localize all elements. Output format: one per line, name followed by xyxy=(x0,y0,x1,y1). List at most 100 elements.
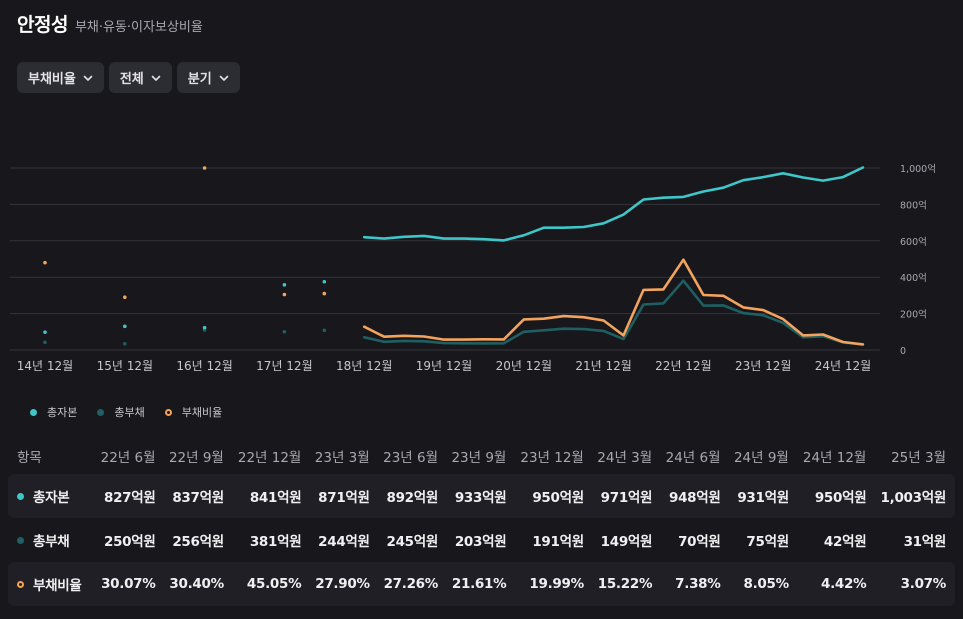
legend-label: 부채비율 xyxy=(181,406,223,419)
table-cell: 933억원 xyxy=(447,474,516,518)
x-tick-label: 19년 12월 xyxy=(416,359,472,373)
y-tick-label: 200억 xyxy=(900,309,927,321)
range-dropdown[interactable]: 전체 xyxy=(108,62,172,93)
scatter-point-debt-ratio xyxy=(322,291,327,296)
table-header-cell: 23년 6월 xyxy=(383,449,439,466)
table-header-cell: 23년 9월 xyxy=(451,449,507,466)
chevron-down-icon xyxy=(219,75,228,81)
row-label: 부채비율 xyxy=(33,578,82,594)
table-cell: 42억원 xyxy=(823,534,867,550)
legend-item-total-equity[interactable]: 총자본 xyxy=(30,404,77,420)
series-line-total-liabilities xyxy=(362,279,865,346)
table-cell: 871억원 xyxy=(310,474,379,518)
y-tick-label: 400억 xyxy=(900,272,927,284)
table-row: 총부채 250억원 256억원 381억원 244억원 245억원 203억원 … xyxy=(8,518,955,562)
table-row: 부채비율 30.07% 30.40% 45.05% 27.90% 27.26% … xyxy=(8,562,955,606)
table-cell: 245억원 xyxy=(386,534,439,550)
row-label: 총부채 xyxy=(33,534,70,550)
table-header-cell: 24년 6월 xyxy=(665,449,721,466)
table-cell: 827억원 xyxy=(96,474,165,518)
legend-label: 총부채 xyxy=(114,406,145,419)
series-line-total-equity xyxy=(362,166,865,242)
range-dropdown-label: 전체 xyxy=(119,72,144,87)
table-header-cell: 25년 3월 xyxy=(891,449,946,466)
table-cell: 931억원 xyxy=(729,474,798,518)
metric-dropdown[interactable]: 부채비율 xyxy=(17,62,104,93)
x-tick-label: 22년 12월 xyxy=(655,359,711,373)
table-cell: 27.26% xyxy=(378,562,448,606)
row-marker xyxy=(17,536,24,544)
scatter-point-total-liabilities xyxy=(123,342,127,346)
table-cell: 203억원 xyxy=(454,534,507,550)
chevron-down-icon xyxy=(151,75,161,81)
metric-dropdown-label: 부채비율 xyxy=(28,72,76,87)
table-cell: 45.05% xyxy=(232,562,311,606)
page-subtitle: 부채·유동·이자보상비율 xyxy=(74,20,203,35)
table-header-cell: 24년 3월 xyxy=(597,449,653,466)
scatter-point-debt-ratio xyxy=(43,260,47,265)
table-cell: 15.22% xyxy=(592,562,662,606)
scatter-point-total-equity xyxy=(282,283,287,287)
table-header-cell: 22년 12월 xyxy=(237,449,302,466)
legend-marker xyxy=(97,408,105,416)
table-cell: 950억원 xyxy=(797,474,876,518)
table-cell: 191억원 xyxy=(532,534,584,550)
x-tick-label: 16년 12월 xyxy=(176,359,232,373)
chart-legend: 총자본 총부채 부채비율 xyxy=(30,404,222,420)
legend-marker xyxy=(30,408,37,416)
table-cell: 950억원 xyxy=(515,474,593,518)
table-cell: 3.07% xyxy=(875,562,955,606)
y-tick-label: 1,000억 xyxy=(900,163,936,175)
period-dropdown-label: 분기 xyxy=(187,72,212,87)
scatter-point-debt-ratio xyxy=(123,295,127,300)
x-tick-label: 21년 12월 xyxy=(575,359,631,373)
table-cell: 971억원 xyxy=(592,474,662,518)
x-tick-label: 23년 12월 xyxy=(735,359,791,373)
table-cell: 21.61% xyxy=(447,562,516,606)
table-cell: 149억원 xyxy=(600,534,653,550)
row-label: 총자본 xyxy=(33,490,70,506)
table-header-row: 항목 22년 6월 22년 9월 22년 12월 23년 3월 23년 6월 2… xyxy=(8,437,955,474)
line-chart: 1,000억 800억 600억 400억 200억 0 14년 12월 15년 12월 16년… xyxy=(10,163,936,373)
row-label-cell: 총자본 xyxy=(8,474,97,518)
legend-marker xyxy=(164,408,172,416)
table-cell: 841억원 xyxy=(232,474,311,518)
table-header-cell: 22년 6월 xyxy=(100,449,156,466)
table-cell: 4.42% xyxy=(797,562,876,606)
table-cell: 381억원 xyxy=(249,534,302,550)
scatter-point-total-equity xyxy=(43,330,47,334)
data-table: 항목 22년 6월 22년 9월 22년 12월 23년 3월 23년 6월 2… xyxy=(8,437,955,606)
table-header-cell: 22년 9월 xyxy=(168,449,224,466)
legend-item-total-liabilities[interactable]: 총부채 xyxy=(97,404,145,420)
scatter-point-debt-ratio xyxy=(202,166,207,170)
x-tick-label: 18년 12월 xyxy=(336,359,392,373)
row-label-cell: 부채비율 xyxy=(8,562,97,606)
series-line-debt-ratio xyxy=(362,258,865,346)
table-cell: 837억원 xyxy=(164,474,233,518)
y-tick-label: 0 xyxy=(900,346,906,357)
x-tick-label: 24년 12월 xyxy=(815,359,871,373)
table-cell: 1,003억원 xyxy=(875,474,955,518)
table-cell: 8.05% xyxy=(729,562,798,606)
legend-item-debt-ratio[interactable]: 부채비율 xyxy=(164,404,223,420)
table-cell: 27.90% xyxy=(310,562,379,606)
table-cell: 7.38% xyxy=(661,562,730,606)
table-header-cell: 24년 9월 xyxy=(733,449,789,466)
page-title: 안정성 xyxy=(17,14,68,36)
chevron-down-icon xyxy=(83,75,93,81)
table-cell: 892억원 xyxy=(378,474,448,518)
scatter-point-total-liabilities xyxy=(43,340,47,345)
row-marker xyxy=(17,492,24,500)
header: 안정성 부채·유동·이자보상비율 xyxy=(17,10,203,37)
table-header-cell: 24년 12월 xyxy=(802,449,867,466)
table-cell: 244억원 xyxy=(318,534,370,550)
period-dropdown[interactable]: 분기 xyxy=(176,62,240,93)
row-marker xyxy=(17,580,24,588)
table-header-cell: 항목 xyxy=(17,449,42,466)
filter-bar: 부채비율 전체 분기 xyxy=(17,62,240,93)
x-tick-label: 17년 12월 xyxy=(256,359,312,373)
scatter-point-total-liabilities xyxy=(282,330,287,334)
table-cell: 250억원 xyxy=(103,534,156,550)
table-cell: 75억원 xyxy=(746,534,789,550)
table-cell: 256억원 xyxy=(172,534,224,550)
